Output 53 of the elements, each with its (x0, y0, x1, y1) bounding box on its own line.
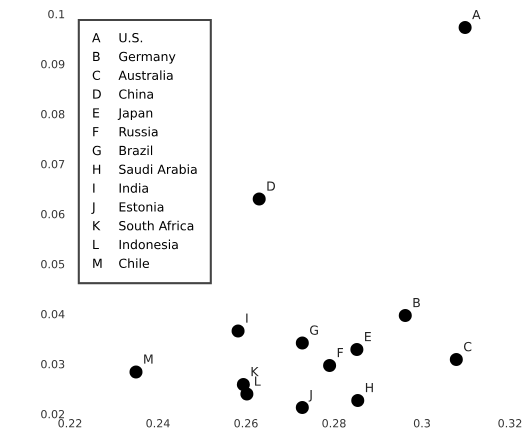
y-tick-label: 0.05 (41, 260, 64, 268)
data-label: C (464, 342, 472, 352)
data-label: D (267, 182, 276, 191)
y-tick-label: 0.07 (41, 160, 64, 168)
y-tick-label: 0.1 (48, 10, 64, 18)
text: D China (93, 89, 153, 99)
y-tick-label: 0.04 (41, 310, 65, 318)
text: I India (93, 183, 148, 193)
point (296, 400, 309, 414)
point (232, 324, 245, 338)
data-label: I (246, 314, 248, 323)
data-label: A (472, 10, 481, 20)
point (323, 358, 336, 372)
data-label: B (413, 298, 420, 308)
text: G Brazil (92, 146, 152, 156)
point (240, 387, 254, 401)
data-label: L (255, 376, 261, 386)
x-tick-label: 0.24 (146, 419, 170, 428)
y-tick-label: 0.03 (41, 360, 64, 368)
point (129, 365, 143, 379)
data-label: F (338, 348, 344, 358)
data-label: K (252, 367, 259, 376)
text: H Saudi Arabia (93, 164, 197, 174)
text: C Australia (92, 70, 173, 80)
y-tick-label: 0.08 (41, 110, 64, 118)
text: K South Africa (93, 220, 194, 230)
data-label: M (144, 354, 153, 364)
text: M Chile (93, 258, 150, 268)
y-tick-label: 0.09 (41, 60, 64, 68)
point (350, 342, 364, 356)
text: A U.S. (92, 32, 142, 42)
text: J Estonia (91, 202, 164, 214)
text: B Germany (93, 52, 176, 64)
x-tick-label: 0.3 (414, 419, 430, 428)
point (351, 394, 364, 408)
point (252, 192, 266, 206)
x-tick-label: 0.26 (234, 419, 258, 428)
y-tick-label: 0.06 (41, 210, 64, 218)
x-tick-label: 0.28 (322, 419, 346, 428)
data-label: E (365, 332, 371, 342)
point (458, 20, 472, 34)
data-label: G (310, 325, 318, 335)
point (398, 308, 412, 322)
x-tick-label: 0.32 (498, 419, 522, 428)
text: E Japan (93, 108, 152, 120)
data-label: J (308, 390, 312, 402)
point (450, 352, 463, 366)
x-tick-label: 0.22 (58, 419, 82, 428)
point (296, 336, 309, 350)
text: F Russia (93, 126, 158, 136)
data-label: H (366, 383, 373, 392)
y-tick-label: 0.02 (41, 410, 64, 418)
text: L Indonesia (93, 240, 178, 250)
